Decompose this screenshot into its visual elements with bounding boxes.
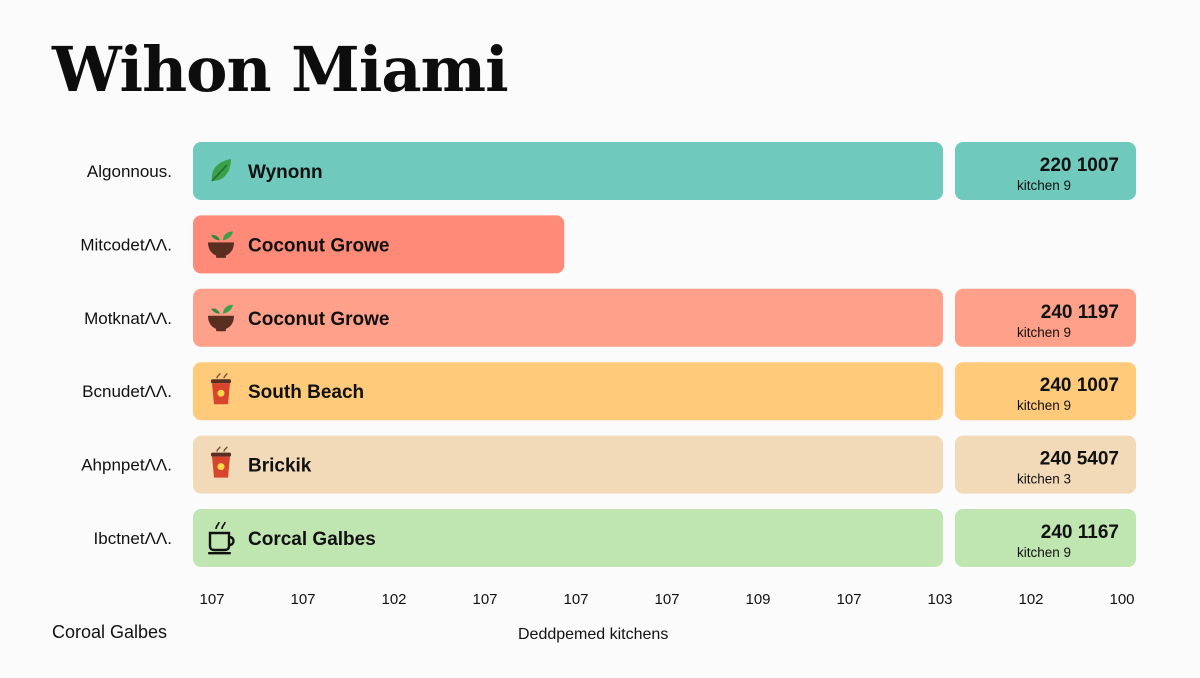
value-sub-label: kitchen 9 [1017, 178, 1071, 193]
value-box [955, 288, 1136, 347]
bar-row: MitcodetΛΛ. Coconut Growe [80, 215, 565, 274]
category-label: Algonnous. [87, 162, 172, 181]
bowl-icon [208, 231, 234, 258]
bar [193, 142, 943, 200]
bar-label: Coconut Growe [248, 309, 389, 330]
value-label: 240 1197 [1041, 302, 1119, 323]
chart-title: Wihon Miami [52, 33, 509, 106]
footer-note: Coroal Galbes [52, 622, 168, 642]
bowl-icon [208, 304, 234, 332]
bar-row: Algonnous. Wynonn 220 1007 kitchen 9 [87, 142, 1136, 200]
bar [193, 288, 943, 347]
mug-icon [208, 521, 235, 555]
bar-label: Brickik [248, 456, 312, 477]
x-tick-label: 102 [381, 591, 406, 608]
value-sub-label: kitchen 9 [1017, 325, 1071, 340]
x-tick-label: 109 [745, 591, 770, 608]
coffee-cup-icon [211, 373, 231, 405]
category-label: MitcodetΛΛ. [80, 235, 172, 254]
value-label: 240 5407 [1040, 449, 1119, 470]
x-tick-label: 107 [472, 591, 497, 608]
bar-row: IbctnetΛΛ. Corcal Galbes 240 1167 kitchen 9 [94, 509, 1136, 567]
coffee-cup-icon [211, 446, 231, 478]
value-sub-label: kitchen 3 [1017, 472, 1071, 487]
bar-row: AhpnpetΛΛ. Brickik 240 5407 kitchen 3 [81, 435, 1136, 494]
bar [193, 215, 565, 274]
bar [193, 362, 943, 421]
value-label: 220 1007 [1040, 155, 1119, 176]
category-label: MotknatΛΛ. [84, 309, 172, 328]
bar-row: MotknatΛΛ. Coconut Growe 240 1197 kitchen 9 [84, 288, 1136, 347]
value-label: 240 1007 [1040, 375, 1119, 396]
x-tick-label: 103 [927, 591, 952, 608]
bar-label: Wynonn [248, 162, 323, 183]
leaf-icon [211, 159, 231, 182]
value-box [955, 435, 1136, 494]
value-box [955, 142, 1136, 200]
x-tick-label: 107 [836, 591, 861, 608]
category-label: IbctnetΛΛ. [94, 529, 172, 548]
bar-label: Coconut Growe [248, 235, 389, 256]
x-tick-label: 107 [563, 591, 588, 608]
x-axis-title: Deddpemed kitchens [518, 626, 669, 643]
bar-label: Corcal Galbes [248, 529, 376, 550]
bar-row: BcnudetΛΛ. South Beach 240 1007 kitchen 9 [82, 362, 1136, 421]
bar-label: South Beach [248, 382, 364, 403]
bar [193, 435, 943, 494]
x-tick-label: 102 [1018, 591, 1043, 608]
bar [193, 509, 943, 567]
value-label: 240 1167 [1041, 522, 1119, 543]
value-box [955, 362, 1136, 421]
x-tick-label: 107 [654, 591, 679, 608]
category-label: AhpnpetΛΛ. [81, 456, 172, 475]
x-tick-label: 107 [290, 591, 315, 608]
value-box [955, 509, 1136, 567]
x-tick-label: 107 [199, 591, 224, 608]
value-sub-label: kitchen 9 [1017, 398, 1071, 413]
value-sub-label: kitchen 9 [1017, 545, 1071, 560]
category-label: BcnudetΛΛ. [82, 382, 172, 401]
x-tick-label: 100 [1109, 591, 1134, 608]
